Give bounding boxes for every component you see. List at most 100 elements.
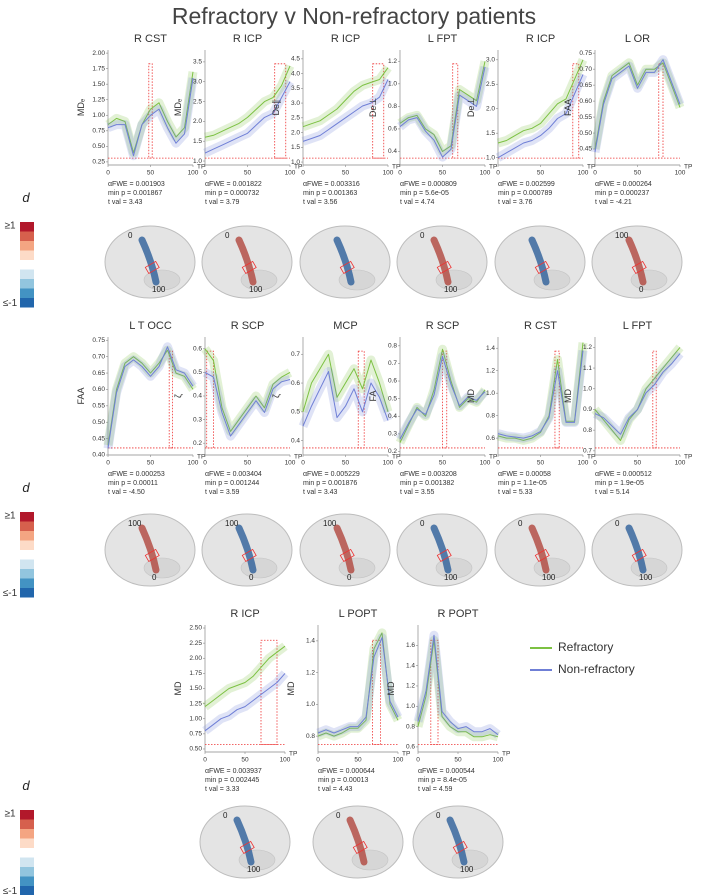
significance-region	[554, 350, 560, 449]
chart-title: MCP	[333, 320, 357, 332]
colorbar-swatch	[20, 521, 34, 531]
y-tick-label: 0.75	[189, 731, 202, 738]
stat-text: t val = 3.56	[303, 199, 338, 206]
stat-text: αFWE = 0.005229	[303, 471, 360, 478]
colorbar-swatch	[20, 810, 34, 820]
y-axis-label: De⊥	[368, 98, 378, 118]
tract-end-label: 0	[518, 519, 523, 528]
y-tick-label: 0.75	[92, 128, 105, 135]
y-tick-label: 0.6	[388, 378, 397, 385]
series-line	[417, 634, 499, 736]
stat-text: t val = 3.43	[303, 489, 338, 496]
x-tick-label: 100	[285, 170, 296, 177]
x-tick-label: 0	[203, 460, 207, 467]
stat-text: min p = 0.000732	[205, 190, 259, 197]
tract	[138, 524, 160, 574]
tract-end-label: 100	[128, 519, 142, 528]
y-tick-label: 0.5	[193, 369, 202, 376]
y-tick-label: 1.2	[486, 367, 495, 374]
colorbar-swatch	[20, 876, 34, 886]
y-tick-label: 0.50	[189, 746, 202, 753]
y-tick-label: 0.75	[92, 337, 105, 344]
colorbar-swatch	[20, 819, 34, 829]
x-axis-label: TP	[197, 164, 205, 171]
tract	[235, 236, 257, 286]
y-tick-label: 2.0	[486, 105, 495, 112]
x-tick-label: 50	[342, 170, 350, 177]
tract-highlight	[144, 260, 160, 275]
stat-text: αFWE = 0.000809	[400, 181, 457, 188]
colorbar-swatch	[20, 269, 34, 279]
stat-text: t val = 4.74	[400, 199, 435, 206]
tract	[233, 816, 255, 866]
x-tick-label: 50	[634, 170, 642, 177]
y-tick-label: 2.00	[189, 655, 202, 662]
y-tick-label: 0.65	[92, 370, 105, 377]
x-axis-label: TP	[489, 164, 497, 171]
tract-highlight	[436, 260, 452, 275]
x-tick-label: 100	[480, 460, 491, 467]
y-tick-label: 2.5	[486, 81, 495, 88]
y-tick-label: 0.8	[306, 733, 315, 740]
stat-text: t val = -4.21	[595, 199, 632, 206]
tract-end-label: 100	[225, 519, 239, 528]
tract-end-label: 0	[152, 573, 157, 582]
significance-region	[658, 63, 664, 159]
x-tick-label: 50	[241, 757, 249, 764]
stat-text: t val = 3.55	[400, 489, 435, 496]
series-line	[497, 342, 584, 441]
tract-end-label: 100	[542, 573, 556, 582]
y-axis-label: De⊥	[466, 98, 476, 118]
tract-end-label: 0	[225, 231, 230, 240]
colorbar-swatch	[20, 531, 34, 541]
x-tick-label: 100	[675, 460, 686, 467]
y-axis-label: MD	[286, 681, 296, 695]
stat-text: min p = 0.001876	[303, 480, 357, 487]
stat-text: αFWE = 0.000264	[595, 181, 652, 188]
tract	[333, 236, 355, 286]
x-axis-label: TP	[294, 454, 302, 461]
colorbar-title: d	[22, 480, 30, 495]
stat-text: αFWE = 0.003404	[205, 471, 262, 478]
x-tick-label: 100	[578, 170, 589, 177]
stat-text: t val = 4.43	[318, 786, 353, 793]
chart-title: R ICP	[230, 608, 259, 620]
x-tick-label: 50	[537, 460, 545, 467]
stat-text: min p = 0.001244	[205, 480, 259, 487]
tract-highlight	[339, 260, 355, 275]
x-axis-label: TP	[684, 454, 692, 461]
x-tick-label: 0	[203, 757, 207, 764]
series-line	[204, 673, 286, 732]
y-tick-label: 0.60	[92, 386, 105, 393]
stat-text: min p = 1.1e-05	[498, 480, 547, 487]
significance-region	[652, 350, 657, 449]
colorbar-swatch	[20, 857, 34, 867]
stat-text: t val = 3.79	[205, 199, 240, 206]
y-tick-label: 3.0	[193, 78, 202, 85]
y-tick-label: 0.45	[579, 146, 592, 153]
x-tick-label: 50	[342, 460, 350, 467]
x-tick-label: 100	[280, 757, 291, 764]
series-line	[302, 67, 389, 128]
x-tick-label: 0	[301, 170, 305, 177]
x-tick-label: 50	[354, 757, 362, 764]
y-tick-label: 1.0	[306, 701, 315, 708]
series-line	[204, 81, 291, 154]
y-tick-label: 1.50	[92, 81, 105, 88]
y-tick-label: 0.55	[579, 114, 592, 121]
stat-text: αFWE = 0.00058	[498, 471, 551, 478]
colorbar-swatch	[20, 288, 34, 298]
series-line	[399, 61, 486, 152]
x-tick-label: 0	[316, 757, 320, 764]
tract-end-label: 0	[223, 811, 228, 820]
series-line	[204, 65, 291, 138]
y-tick-label: 2.5	[291, 115, 300, 122]
colorbar-swatch	[20, 867, 34, 877]
colorbar-swatch	[20, 250, 34, 260]
stat-text: min p = 0.001382	[400, 480, 454, 487]
series-line	[204, 371, 291, 437]
series-line	[399, 355, 486, 440]
y-tick-label: 0.40	[92, 452, 105, 459]
tract-end-label: 100	[249, 285, 263, 294]
colorbar-max: ≥1	[4, 511, 15, 522]
